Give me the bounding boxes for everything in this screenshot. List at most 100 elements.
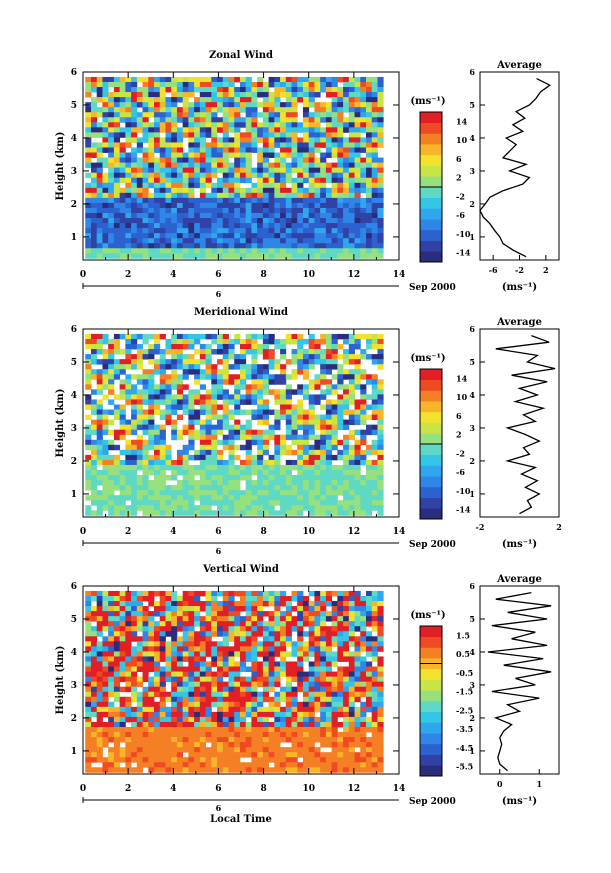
colorbar-swatch	[420, 176, 442, 188]
heatmap-cell	[239, 384, 247, 390]
heatmap-cell	[360, 419, 367, 426]
heatmap-cell	[125, 202, 132, 209]
heatmap-cell	[228, 621, 235, 627]
heatmap-cell	[148, 152, 155, 158]
heatmap-cell	[131, 696, 138, 703]
heatmap-cell	[325, 354, 333, 360]
heatmap-cell	[85, 701, 92, 708]
heatmap-cell	[222, 233, 229, 239]
heatmap-cell	[165, 394, 172, 400]
heatmap-cell	[302, 187, 310, 194]
heatmap-cell	[268, 631, 275, 637]
heatmap-cell	[171, 132, 178, 138]
heatmap-cell	[325, 414, 333, 421]
heatmap-cell	[331, 253, 338, 259]
heatmap-cell	[234, 147, 241, 153]
heatmap-cell	[371, 485, 378, 491]
heatmap-cell	[90, 117, 98, 123]
heatmap-cell	[262, 721, 270, 728]
heatmap-cell	[337, 732, 344, 738]
heatmap-cell	[239, 157, 247, 164]
heatmap-cell	[211, 182, 218, 189]
heatmap-cell	[96, 606, 103, 612]
heatmap-cell	[182, 182, 189, 189]
heatmap-cell	[113, 117, 121, 123]
heatmap-cell	[366, 459, 373, 466]
heatmap-cell	[222, 590, 229, 597]
heatmap-cell	[136, 157, 143, 164]
heatmap-cell	[302, 374, 310, 380]
heatmap-cell	[371, 732, 378, 738]
heatmap-cell	[366, 671, 373, 678]
heatmap-cell	[90, 112, 98, 118]
heatmap-cell	[285, 651, 292, 657]
heatmap-cell	[302, 92, 310, 98]
heatmap-cell	[222, 228, 229, 234]
heatmap-cell	[331, 207, 338, 214]
heatmap-cell	[360, 621, 367, 627]
heatmap-cell	[165, 641, 172, 647]
heatmap-cell	[102, 213, 109, 219]
heatmap-cell	[217, 223, 224, 229]
heatmap-cell	[285, 485, 292, 491]
day-label: 6	[216, 289, 222, 299]
heatmap-cell	[325, 349, 333, 355]
heatmap-cell	[159, 384, 166, 390]
heatmap-cell	[280, 666, 287, 672]
heatmap-cell	[371, 711, 378, 718]
heatmap-cell	[320, 636, 327, 642]
heatmap-cell	[297, 626, 304, 632]
heatmap-cell	[297, 434, 304, 441]
heatmap-cell	[228, 409, 235, 415]
heatmap-cell	[171, 464, 178, 471]
heatmap-cell	[274, 197, 281, 204]
heatmap-cell	[297, 243, 304, 249]
heatmap-cell	[371, 389, 378, 395]
heatmap-cell	[245, 147, 252, 153]
heatmap-cell	[90, 656, 98, 662]
heatmap-cell	[125, 737, 132, 743]
heatmap-cell	[142, 228, 149, 234]
heatmap-cell	[366, 202, 373, 209]
heatmap-cell	[360, 480, 367, 486]
heatmap-cell	[171, 177, 178, 184]
heatmap-cell	[251, 480, 258, 486]
heatmap-cell	[239, 424, 247, 431]
heatmap-cell	[171, 152, 178, 158]
heatmap-cell	[148, 253, 155, 259]
heatmap-cell	[205, 510, 212, 516]
heatmap-cell	[228, 495, 235, 501]
heatmap-cell	[102, 333, 109, 340]
heatmap-cell	[297, 172, 304, 179]
heatmap-cell	[90, 238, 98, 244]
heatmap-cell	[217, 202, 224, 209]
heatmap-cell	[148, 495, 155, 501]
heatmap-cell	[228, 394, 235, 400]
heatmap-cell	[245, 444, 252, 451]
heatmap-cell	[182, 646, 189, 652]
heatmap-cell	[217, 102, 224, 108]
heatmap-cell	[188, 510, 195, 516]
heatmap-cell	[257, 706, 264, 713]
heatmap-cell	[285, 681, 292, 688]
heatmap-cell	[262, 233, 270, 239]
heatmap-cell	[96, 706, 103, 713]
heatmap-cell	[331, 424, 338, 431]
heatmap-cell	[142, 424, 149, 431]
heatmap-cell	[366, 727, 373, 733]
heatmap-cell	[337, 480, 344, 486]
heatmap-cell	[113, 197, 121, 204]
colorbar-swatch	[420, 112, 442, 124]
heatmap-cell	[274, 87, 281, 93]
heatmap-cell	[136, 404, 143, 410]
heatmap-cell	[371, 333, 378, 340]
heatmap-cell	[136, 137, 143, 143]
heatmap-cell	[320, 162, 327, 169]
heatmap-cell	[366, 606, 373, 612]
heatmap-cell	[176, 701, 184, 708]
heatmap-cell	[176, 364, 184, 370]
heatmap-cell	[297, 449, 304, 456]
heatmap-cell	[360, 732, 367, 738]
heatmap-cell	[148, 505, 155, 511]
heatmap-cell	[343, 147, 350, 153]
